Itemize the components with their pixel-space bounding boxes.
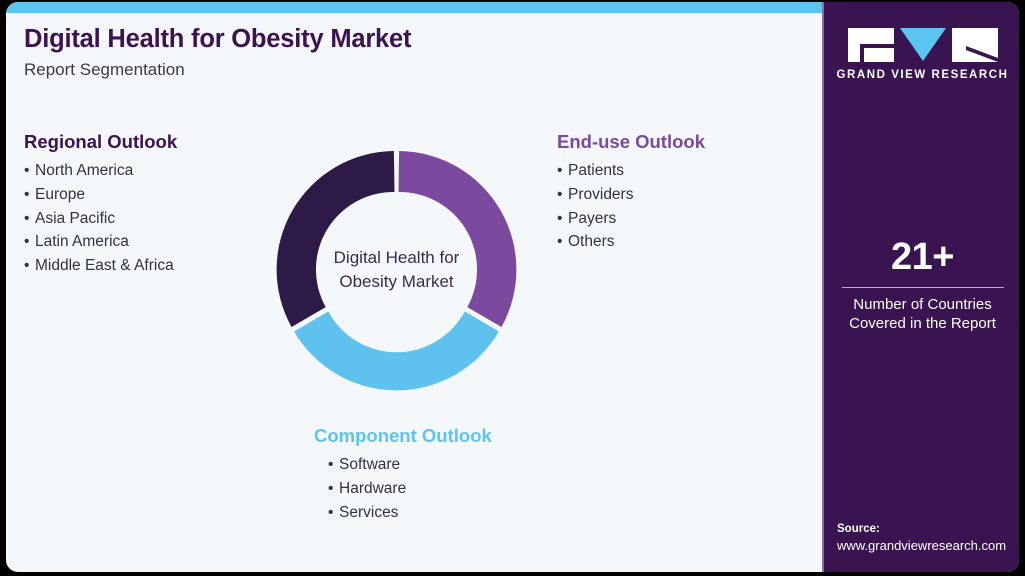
bullet-icon: • [24, 185, 30, 203]
top-accent-bar [6, 2, 822, 13]
list-item: • Asia Pacific [24, 207, 177, 231]
source-footer: Source: www.grandviewresearch.com [837, 521, 1019, 555]
bullet-icon: • [24, 162, 30, 180]
list-item-label: Others [568, 233, 615, 251]
regional-outlook-list: • North America • Europe • Asia Pacific • La… [24, 159, 177, 278]
source-label: Source: [837, 523, 880, 535]
bullet-icon: • [328, 479, 334, 497]
source-url[interactable]: www.grandviewresearch.com [837, 538, 1007, 553]
bullet-icon: • [557, 209, 563, 227]
bullet-icon: • [557, 162, 563, 180]
list-item: • Services [328, 501, 492, 525]
company-logo: GRAND VIEW RESEARCH [824, 28, 1019, 81]
bullet-icon: • [557, 185, 563, 203]
stat-label-line-1: Number of Countries [853, 295, 992, 313]
page-title: Digital Health for Obesity Market [24, 25, 412, 53]
report-card: Digital Health for Obesity Market Report… [6, 2, 1019, 572]
donut-svg [276, 151, 517, 391]
list-item: • Middle East & Africa [24, 254, 177, 278]
list-item-label: Latin America [35, 233, 129, 251]
countries-stat: 21+ Number of Countries Covered in the R… [824, 236, 1019, 334]
stat-divider [841, 286, 1004, 288]
logo-wordmark: GRAND VIEW RESEARCH [836, 69, 1009, 81]
list-item: • Latin America [24, 230, 177, 254]
list-item-label: Europe [35, 185, 85, 203]
list-item: • Hardware [328, 477, 492, 501]
donut-segment-enduse [398, 151, 517, 327]
list-item-label: Hardware [339, 479, 407, 497]
donut-segment-regional [276, 151, 395, 327]
page-subtitle: Report Segmentation [24, 59, 185, 79]
gvr-logo-icon [847, 28, 998, 62]
bullet-icon: • [557, 233, 563, 251]
brand-sidebar: GRAND VIEW RESEARCH 21+ Number of Countr… [822, 2, 1019, 572]
stat-label-line-2: Covered in the Report [849, 315, 996, 333]
segmentation-donut-chart: Digital Health for Obesity Market [255, 128, 538, 411]
list-item: • Payers [557, 207, 705, 231]
bullet-icon: • [328, 456, 334, 474]
list-item: • Others [557, 230, 705, 254]
list-item-label: Providers [568, 185, 634, 203]
bullet-icon: • [24, 209, 30, 227]
list-item: • North America [24, 159, 177, 183]
component-outlook-list: • Software • Hardware • Services [314, 453, 492, 524]
bullet-icon: • [24, 256, 30, 274]
header: Digital Health for Obesity Market Report… [24, 24, 784, 80]
donut-segment-component [294, 311, 499, 391]
enduse-outlook-block: End-use Outlook • Patients • Providers • Pa… [557, 130, 705, 254]
stat-value: 21+ [891, 236, 954, 278]
list-item-label: Patients [568, 162, 625, 180]
component-outlook-title: Component Outlook [314, 425, 492, 446]
bullet-icon: • [24, 233, 30, 251]
list-item-label: Middle East & Africa [35, 256, 174, 274]
list-item-label: Services [339, 503, 399, 521]
bullet-icon: • [328, 503, 334, 521]
list-item-label: Software [339, 456, 401, 474]
list-item: • Europe [24, 183, 177, 207]
component-outlook-block: Component Outlook • Software • Hardware • S… [314, 424, 492, 524]
list-item: • Patients [557, 159, 705, 183]
regional-outlook-title: Regional Outlook [24, 131, 178, 152]
enduse-outlook-list: • Patients • Providers • Payers • Others [557, 159, 705, 254]
list-item-label: Payers [568, 209, 617, 227]
list-item: • Providers [557, 183, 705, 207]
regional-outlook-block: Regional Outlook • North America • Europe … [24, 130, 177, 278]
enduse-outlook-title: End-use Outlook [557, 131, 705, 152]
list-item-label: North America [35, 162, 134, 180]
list-item: • Software [328, 453, 492, 477]
list-item-label: Asia Pacific [35, 209, 116, 227]
